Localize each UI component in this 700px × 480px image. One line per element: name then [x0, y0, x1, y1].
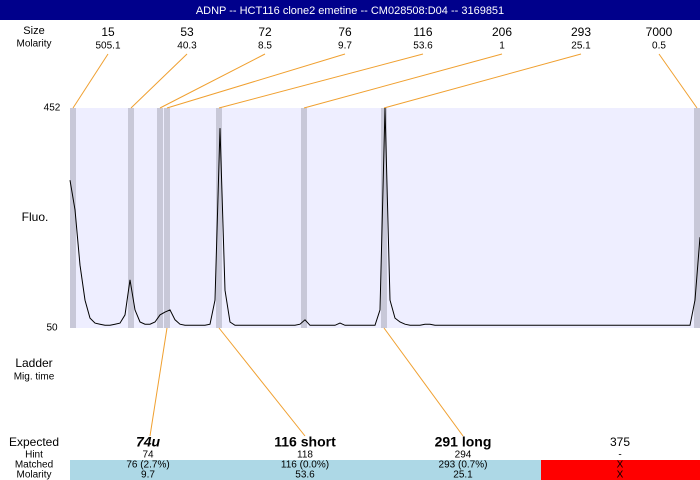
ladder-link	[159, 53, 266, 109]
ladder-label: Ladder	[15, 356, 52, 370]
trace	[69, 107, 700, 326]
table-cell: 53.6	[295, 470, 315, 480]
ladder-link	[218, 53, 424, 109]
row-label: Molarity	[16, 470, 51, 480]
table-cell: X	[617, 470, 624, 480]
table-cell: 375	[610, 435, 630, 449]
ladder-marker	[157, 108, 163, 328]
ladder-size: 53	[180, 25, 194, 39]
ladder-molarity: 53.6	[413, 41, 433, 52]
ladder-marker	[216, 108, 222, 328]
ladder-size: 15	[101, 25, 115, 39]
ladder-size: 293	[571, 25, 591, 39]
ladder-marker	[301, 108, 307, 328]
table-cell: 293 (0.7%)	[439, 460, 488, 471]
ladder-molarity: 40.3	[177, 41, 197, 52]
ladder-marker	[128, 108, 134, 328]
ladder-molarity: 1	[499, 41, 505, 52]
ladder-link	[383, 53, 582, 109]
molarity-row-label: Molarity	[16, 39, 51, 50]
ladder-link	[166, 53, 346, 109]
match-link	[149, 327, 168, 437]
ladder-size: 72	[258, 25, 272, 39]
title-bar	[0, 0, 700, 20]
table-cell: 294	[455, 450, 472, 461]
ladder-size: 206	[492, 25, 512, 39]
table-cell: 116 (0.0%)	[281, 460, 329, 471]
table-cell: 9.7	[141, 470, 155, 480]
y-tick-label: 50	[46, 323, 58, 334]
table-cell: 118	[297, 450, 313, 461]
match-link	[218, 327, 306, 437]
table-cell: X	[617, 460, 624, 471]
match-link	[383, 327, 464, 437]
table-cell: 74	[142, 450, 154, 461]
ladder-molarity: 0.5	[652, 41, 666, 52]
ladder-link	[303, 53, 503, 109]
ladder-marker	[694, 108, 700, 328]
table-cell: 74u	[136, 434, 161, 450]
title: ADNP -- HCT116 clone2 emetine -- CM02850…	[196, 5, 504, 17]
ladder-marker	[164, 108, 170, 328]
ladder-link	[72, 53, 109, 109]
table-cell: -	[618, 450, 621, 461]
ladder-molarity: 25.1	[571, 41, 591, 52]
ladder-size: 7000	[646, 25, 673, 39]
table-cell: 116 short	[274, 434, 336, 450]
ladder-marker	[381, 108, 387, 328]
mig-time-label: Mig. time	[14, 372, 55, 383]
ladder-link	[658, 53, 698, 109]
ladder-link	[130, 53, 188, 109]
ladder-molarity: 505.1	[95, 41, 120, 52]
ladder-molarity: 8.5	[258, 41, 272, 52]
y-tick-label: 452	[44, 103, 61, 114]
y-axis-label: Fluo.	[22, 210, 49, 224]
ladder-molarity: 9.7	[338, 41, 352, 52]
unmatched-bg	[541, 460, 700, 480]
matched-bg	[70, 460, 541, 480]
row-label: Expected	[9, 435, 59, 449]
ladder-size: 76	[338, 25, 352, 39]
size-row-label: Size	[23, 25, 44, 37]
table-cell: 25.1	[453, 470, 473, 480]
table-cell: 291 long	[435, 434, 492, 450]
ladder-marker	[70, 108, 76, 328]
ladder-size: 116	[413, 25, 432, 39]
row-label: Matched	[15, 460, 53, 471]
table-cell: 76 (2.7%)	[126, 460, 169, 471]
row-label: Hint	[25, 450, 43, 461]
